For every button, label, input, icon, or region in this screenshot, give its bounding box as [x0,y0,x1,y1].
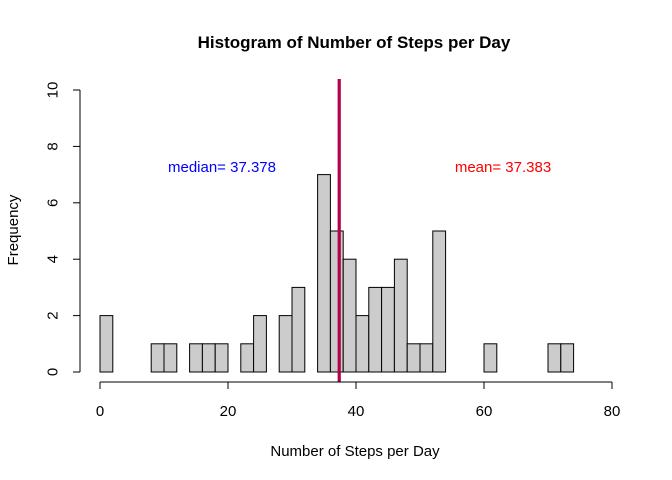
y-tick-label: 4 [45,255,62,263]
histogram-bar [214,343,229,373]
median-annotation: median= 37.378 [168,159,276,176]
chart-title: Histogram of Number of Steps per Day [198,33,511,52]
y-axis-label: Frequency [5,194,22,265]
x-tick-label: 60 [476,403,493,420]
y-tick-label: 0 [45,368,62,376]
histogram-bar [368,286,383,373]
histogram-bar [278,315,293,373]
histogram-bar [419,343,434,373]
histogram-bar [329,230,344,373]
histogram-bar [253,315,267,373]
histogram-bar [560,343,575,373]
y-tick-label: 8 [45,142,62,150]
histogram-bar [163,343,178,373]
histogram-bar [99,315,114,373]
x-tick-label: 40 [348,403,365,420]
histogram-bar [381,286,395,373]
histogram-bar [342,258,357,373]
y-tick-label: 6 [45,199,62,207]
histogram-bar [393,258,408,373]
histogram-bar [547,343,562,373]
mean-annotation: mean= 37.383 [455,159,551,176]
histogram-bar [406,343,421,373]
histogram-bar [355,315,370,373]
histogram-bar [432,230,447,373]
y-tick-label: 10 [45,82,62,99]
y-tick-label: 2 [45,311,62,319]
histogram-bar [483,343,498,373]
x-tick-label: 0 [96,403,104,420]
histogram-bar [240,343,255,373]
histogram-bar [291,286,306,373]
x-axis: 0 20 40 60 80 [96,381,621,420]
histogram-bar [150,343,165,373]
histogram-bar [317,174,331,373]
x-tick-label: 80 [604,403,621,420]
histogram-bar [201,343,216,373]
histogram-bar [189,343,203,373]
bars-group [99,174,575,373]
x-tick-label: 20 [220,403,237,420]
x-axis-label: Number of Steps per Day [270,443,440,460]
y-axis: 0 2 4 6 8 10 [45,82,81,376]
